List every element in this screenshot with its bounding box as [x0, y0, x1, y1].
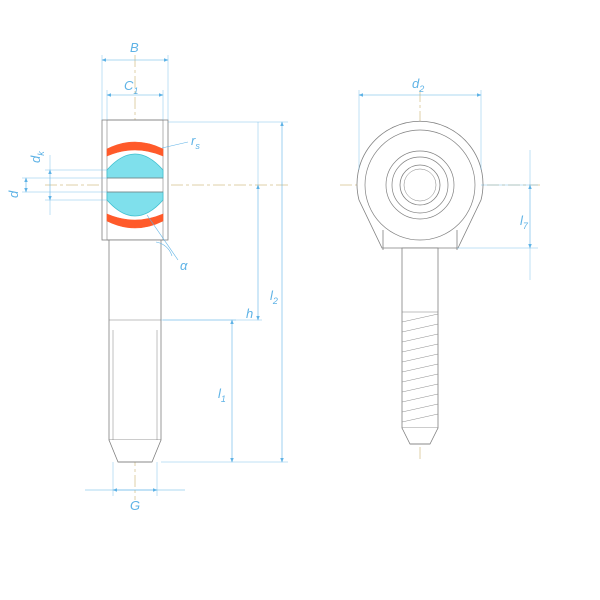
svg-text:l2: l2 — [270, 288, 278, 306]
svg-text:d2: d2 — [412, 76, 424, 94]
svg-text:dk: dk — [28, 151, 46, 163]
side-view — [340, 90, 540, 460]
label-d: d — [6, 190, 21, 198]
dimension-labels: B C1 rs dk d α l2 h l1 G d2 l7 — [6, 40, 529, 513]
svg-text:rs: rs — [191, 133, 200, 151]
label-alpha: α — [180, 258, 188, 273]
svg-text:l7: l7 — [520, 213, 529, 231]
svg-text:C1: C1 — [124, 78, 138, 96]
label-B: B — [130, 40, 139, 55]
label-G: G — [130, 498, 140, 513]
svg-text:l1: l1 — [218, 386, 226, 404]
section-view — [45, 55, 290, 500]
label-h: h — [246, 306, 253, 321]
dimensions — [22, 55, 538, 496]
